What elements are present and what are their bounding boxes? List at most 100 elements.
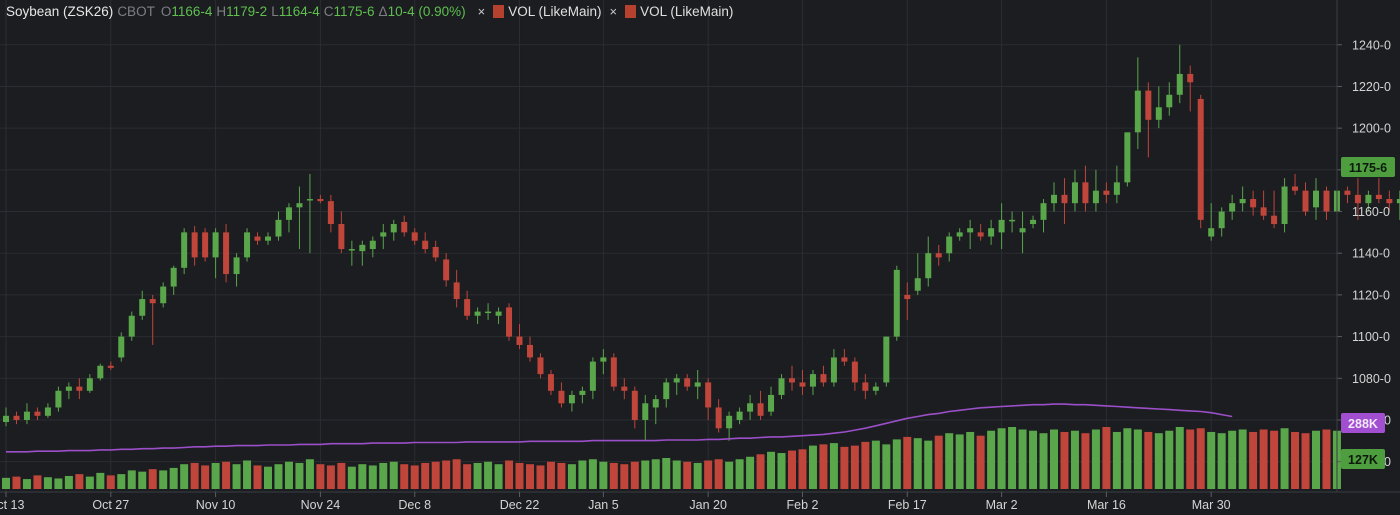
axis-badges: 1175-6 288K 127K xyxy=(1341,157,1395,469)
candle-body xyxy=(443,259,450,281)
candle-body xyxy=(684,378,691,387)
volume-bar xyxy=(1175,427,1184,489)
candle xyxy=(527,336,533,362)
candle-body xyxy=(872,386,879,391)
candle xyxy=(1208,203,1215,241)
candle xyxy=(1051,182,1057,212)
candle xyxy=(988,219,995,245)
candle xyxy=(547,369,554,395)
candle xyxy=(694,369,701,400)
candle-body xyxy=(977,232,984,237)
volume-bar xyxy=(2,477,10,489)
candle-body xyxy=(1187,73,1194,83)
x-tick-label: Jan 5 xyxy=(588,498,619,512)
candle xyxy=(191,226,198,266)
volume-bar xyxy=(473,462,482,489)
candle xyxy=(432,240,439,262)
volume-bar xyxy=(1133,429,1142,489)
indicator-1-swatch xyxy=(493,4,505,18)
symbol-name[interactable]: Soybean (ZSK26) xyxy=(6,3,114,19)
candle-body xyxy=(988,228,995,237)
price-axis[interactable]: 1240-01220-01200-01180-01160-01140-01120… xyxy=(1336,0,1391,492)
volume-bar xyxy=(368,465,377,489)
high-value: 1179-2 xyxy=(226,3,268,19)
time-axis[interactable]: Oct 13 Oct 27 Nov 10 Nov 24 Dec 8 Dec 22 Jan 5… xyxy=(0,491,1400,512)
candle-body xyxy=(265,236,271,241)
volume-bar xyxy=(630,461,639,489)
candle xyxy=(118,332,125,362)
change-key: Δ xyxy=(378,3,388,19)
candle-body xyxy=(23,411,30,420)
candle xyxy=(453,269,460,308)
volume-bar xyxy=(284,461,293,489)
candle-body xyxy=(1082,182,1089,204)
volume-bar xyxy=(1312,430,1320,489)
candle xyxy=(705,378,712,420)
candle xyxy=(809,369,816,395)
volume-bar xyxy=(1123,428,1132,489)
candle xyxy=(107,361,114,370)
candle-body xyxy=(537,357,544,375)
candle xyxy=(1302,182,1309,216)
candle-body xyxy=(506,307,513,337)
candle-body xyxy=(967,228,974,233)
volume-bar xyxy=(767,451,776,489)
volume-bar xyxy=(484,461,493,489)
candle-body xyxy=(610,357,617,387)
candle-body xyxy=(390,224,397,233)
volume-bar xyxy=(840,446,849,489)
indicator-2-label[interactable]: VOL (LikeMain) xyxy=(640,3,734,19)
remove-indicator-1-icon[interactable]: × xyxy=(477,3,486,19)
volume-bar xyxy=(1154,433,1163,489)
candle-body xyxy=(1019,228,1026,233)
candle-body xyxy=(1208,228,1215,237)
candle-body xyxy=(453,282,460,300)
candle xyxy=(610,353,617,391)
candle xyxy=(684,374,691,391)
volume-bar xyxy=(1322,429,1331,489)
volume-bar xyxy=(106,475,115,489)
candle xyxy=(841,349,848,366)
candle xyxy=(1082,165,1089,212)
volume-bar xyxy=(536,465,545,489)
candle-body xyxy=(789,378,795,383)
volume-bar xyxy=(882,444,891,489)
volume-bar xyxy=(1102,427,1111,489)
volume-last-badge: 127K xyxy=(1341,449,1385,469)
candle xyxy=(935,244,942,266)
candle-body xyxy=(202,232,209,258)
candle xyxy=(160,282,167,308)
candle-body xyxy=(44,407,51,416)
volume-bar xyxy=(1228,430,1237,489)
indicator-1-label[interactable]: VOL (LikeMain) xyxy=(508,3,602,19)
volume-bar xyxy=(43,477,52,489)
volume-bar xyxy=(400,464,409,489)
volume-bar xyxy=(892,439,901,489)
candle-body xyxy=(1134,90,1141,133)
volume-bar xyxy=(1207,431,1216,489)
candle-body xyxy=(97,365,104,379)
volume-bar xyxy=(316,464,325,489)
candle-body xyxy=(1061,194,1068,204)
candle xyxy=(757,390,764,420)
candle xyxy=(631,386,638,429)
candle xyxy=(1271,190,1278,229)
volume-bar xyxy=(955,434,964,489)
candle-body xyxy=(1375,194,1382,200)
volume-bar xyxy=(117,474,126,489)
candle-body xyxy=(128,315,135,337)
candle-body xyxy=(118,336,125,358)
volume-bar xyxy=(96,472,105,489)
candle-body xyxy=(34,411,41,416)
candle-body xyxy=(589,361,596,391)
volume-bar xyxy=(861,441,870,489)
volume-bar xyxy=(997,428,1006,489)
volume-bar xyxy=(987,430,996,489)
volume-bar xyxy=(945,433,954,489)
candle xyxy=(411,228,418,245)
remove-indicator-2-icon[interactable]: × xyxy=(609,3,618,19)
candle-body xyxy=(3,415,9,423)
candle xyxy=(862,374,869,400)
candle xyxy=(1166,82,1173,116)
